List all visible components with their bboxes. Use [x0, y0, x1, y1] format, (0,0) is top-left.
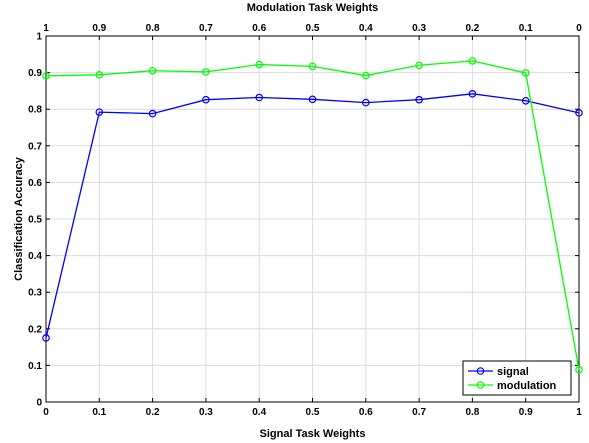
signal-line: [45, 93, 580, 339]
modulation-point: [308, 62, 317, 71]
signal-point: [202, 95, 210, 104]
modulation-point: [148, 66, 157, 75]
x-axis-title: Signal Task Weights: [260, 428, 366, 440]
x-tick-label: 0: [43, 407, 49, 418]
y-tick-label: 0: [36, 398, 42, 409]
signal-point: [95, 108, 104, 116]
series-modulation: [42, 57, 583, 374]
top-axis-title: Modulation Task Weights: [247, 2, 379, 14]
y-tick-label: 0.1: [28, 361, 42, 372]
legend-marker-modulation: [476, 381, 485, 389]
top-tick-label: 0.7: [199, 23, 213, 34]
plot-frame: [45, 35, 580, 403]
y-tick-label: 0.7: [28, 141, 42, 152]
y-tick-label: 0.4: [28, 251, 42, 262]
top-tick-label: 1: [43, 23, 49, 34]
modulation-point: [575, 365, 583, 374]
y-tick-label: 1: [36, 32, 42, 43]
modulation-line: [45, 60, 580, 370]
legend-label-signal: signal: [497, 366, 529, 378]
x-tick-label: 0.6: [359, 407, 373, 418]
top-tick-label: 0.4: [359, 23, 373, 34]
modulation-point: [202, 68, 210, 76]
signal-point: [361, 98, 370, 107]
tick-labels: 0 1 0.1 0.9 0.2 0.8 0.3 0.7 0.4 0.6 0.5 0.5 0.6 0.4 0.…: [28, 23, 582, 418]
top-tick-label: 0.6: [252, 23, 266, 34]
modulation-point: [255, 60, 264, 69]
signal-point: [415, 95, 423, 104]
top-tick-label: 0.1: [519, 23, 533, 34]
y-tick-label: 0.3: [28, 288, 42, 299]
top-tick-label: 0.9: [92, 23, 106, 34]
x-tick-label: 0.1: [92, 407, 106, 418]
legend-label-modulation: modulation: [497, 380, 557, 392]
top-tick-label: 0.2: [465, 23, 479, 34]
x-tick-label: 0.9: [519, 407, 533, 418]
modulation-point: [521, 69, 530, 77]
modulation-point: [95, 70, 104, 79]
top-tick-label: 0.3: [412, 23, 426, 34]
y-tick-label: 0.8: [28, 105, 42, 116]
x-tick-label: 0.7: [412, 407, 426, 418]
x-tick-label: 0.4: [252, 407, 266, 418]
signal-point: [148, 109, 157, 118]
series: [42, 57, 583, 374]
modulation-point: [468, 57, 477, 65]
signal-point: [42, 334, 50, 342]
modulation-point: [361, 71, 370, 80]
legend-marker-signal: [476, 367, 485, 375]
y-axis-title: Classification Accuracy: [13, 156, 25, 281]
x-tick-label: 0.3: [199, 407, 213, 418]
signal-point: [575, 109, 583, 117]
signal-point: [521, 96, 530, 105]
y-tick-label: 0.5: [28, 215, 42, 226]
series-signal: [42, 90, 583, 342]
x-tick-label: 0.5: [306, 407, 320, 418]
x-tick-label: 1: [576, 407, 582, 418]
top-tick-label: 0.8: [146, 23, 160, 34]
top-tick-label: 0.5: [306, 23, 320, 34]
x-tick-label: 0.2: [146, 407, 160, 418]
signal-point: [468, 90, 477, 98]
legend: signal modulation: [462, 360, 572, 396]
modulation-point: [415, 61, 423, 70]
top-tick-label: 0: [576, 23, 582, 34]
signal-point: [308, 95, 317, 104]
signal-point: [255, 93, 264, 102]
y-tick-label: 0.2: [28, 324, 42, 335]
modulation-point: [42, 72, 50, 80]
y-tick-label: 0.9: [28, 68, 42, 79]
x-tick-label: 0.8: [465, 407, 479, 418]
legend-box: [462, 360, 572, 396]
y-tick-label: 0.6: [28, 178, 42, 189]
